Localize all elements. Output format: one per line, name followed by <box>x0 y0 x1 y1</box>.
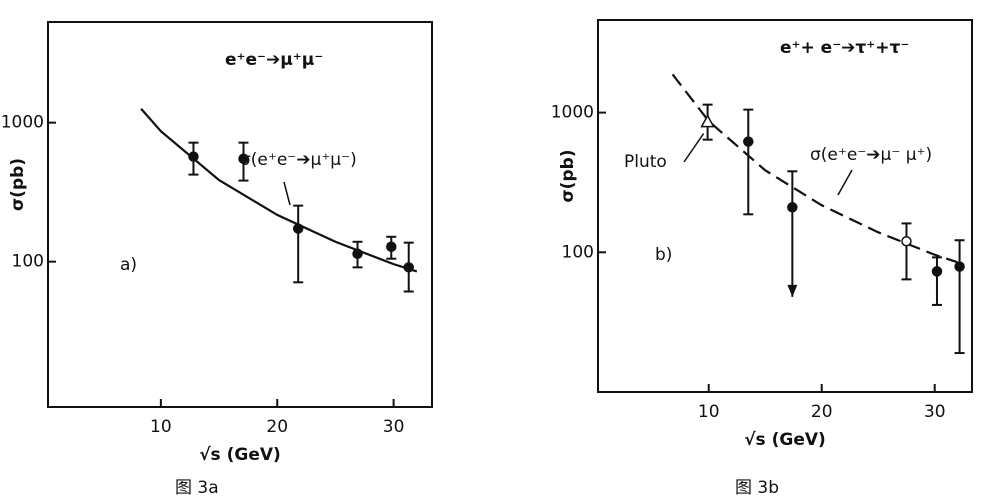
data-point <box>386 241 397 253</box>
limit-arrow <box>787 284 798 297</box>
y-tick-label: 100 <box>12 252 44 272</box>
caption: 图 3b <box>735 478 779 498</box>
data-point <box>188 151 199 162</box>
x-tick-label: 10 <box>150 417 172 437</box>
plot-frame <box>47 21 433 408</box>
reaction-label: e⁺+ e⁻➔τ⁺+τ⁻ <box>780 38 909 58</box>
data-point <box>292 223 304 234</box>
reaction-label: e⁺e⁻➔μ⁺μ⁻ <box>225 50 323 70</box>
y-tick-label: 1000 <box>1 113 44 133</box>
panel-label: a) <box>120 255 137 275</box>
curve-pointer <box>837 169 853 196</box>
y-tick-label: 100 <box>562 242 594 262</box>
x-tick-label: 10 <box>698 402 720 422</box>
note-pointer <box>683 133 705 163</box>
x-tick-label: 30 <box>383 417 405 437</box>
x-axis-label: √s (GeV) <box>199 445 281 465</box>
data-point <box>931 266 943 277</box>
plot-frame <box>597 19 973 393</box>
data-point <box>700 114 715 128</box>
data-point <box>787 202 798 213</box>
curve-pointer <box>283 181 291 206</box>
x-tick-label: 30 <box>924 402 946 422</box>
caption: 图 3a <box>175 478 219 498</box>
y-axis-label: σ(pb) <box>558 149 578 202</box>
data-point <box>954 261 965 272</box>
data-point <box>743 136 754 147</box>
y-tick-label: 1000 <box>551 103 594 123</box>
x-axis-label: √s (GeV) <box>744 430 826 450</box>
curve-label: σ(e⁺e⁻➔μ⁻ μ⁺) <box>810 145 932 165</box>
data-point <box>901 235 912 247</box>
theory-curve <box>140 107 418 273</box>
note-label: Pluto <box>624 152 667 172</box>
x-tick-label: 20 <box>811 402 833 422</box>
x-tick-label: 20 <box>266 417 288 437</box>
data-point <box>403 262 414 273</box>
panel-label: b) <box>655 245 672 265</box>
data-point <box>238 153 249 165</box>
data-point <box>352 248 363 259</box>
theory-curve <box>671 73 958 264</box>
curve-label: σ(e⁺e⁻➔μ⁺μ⁻) <box>240 150 357 170</box>
y-axis-label: σ(pb) <box>8 158 28 211</box>
